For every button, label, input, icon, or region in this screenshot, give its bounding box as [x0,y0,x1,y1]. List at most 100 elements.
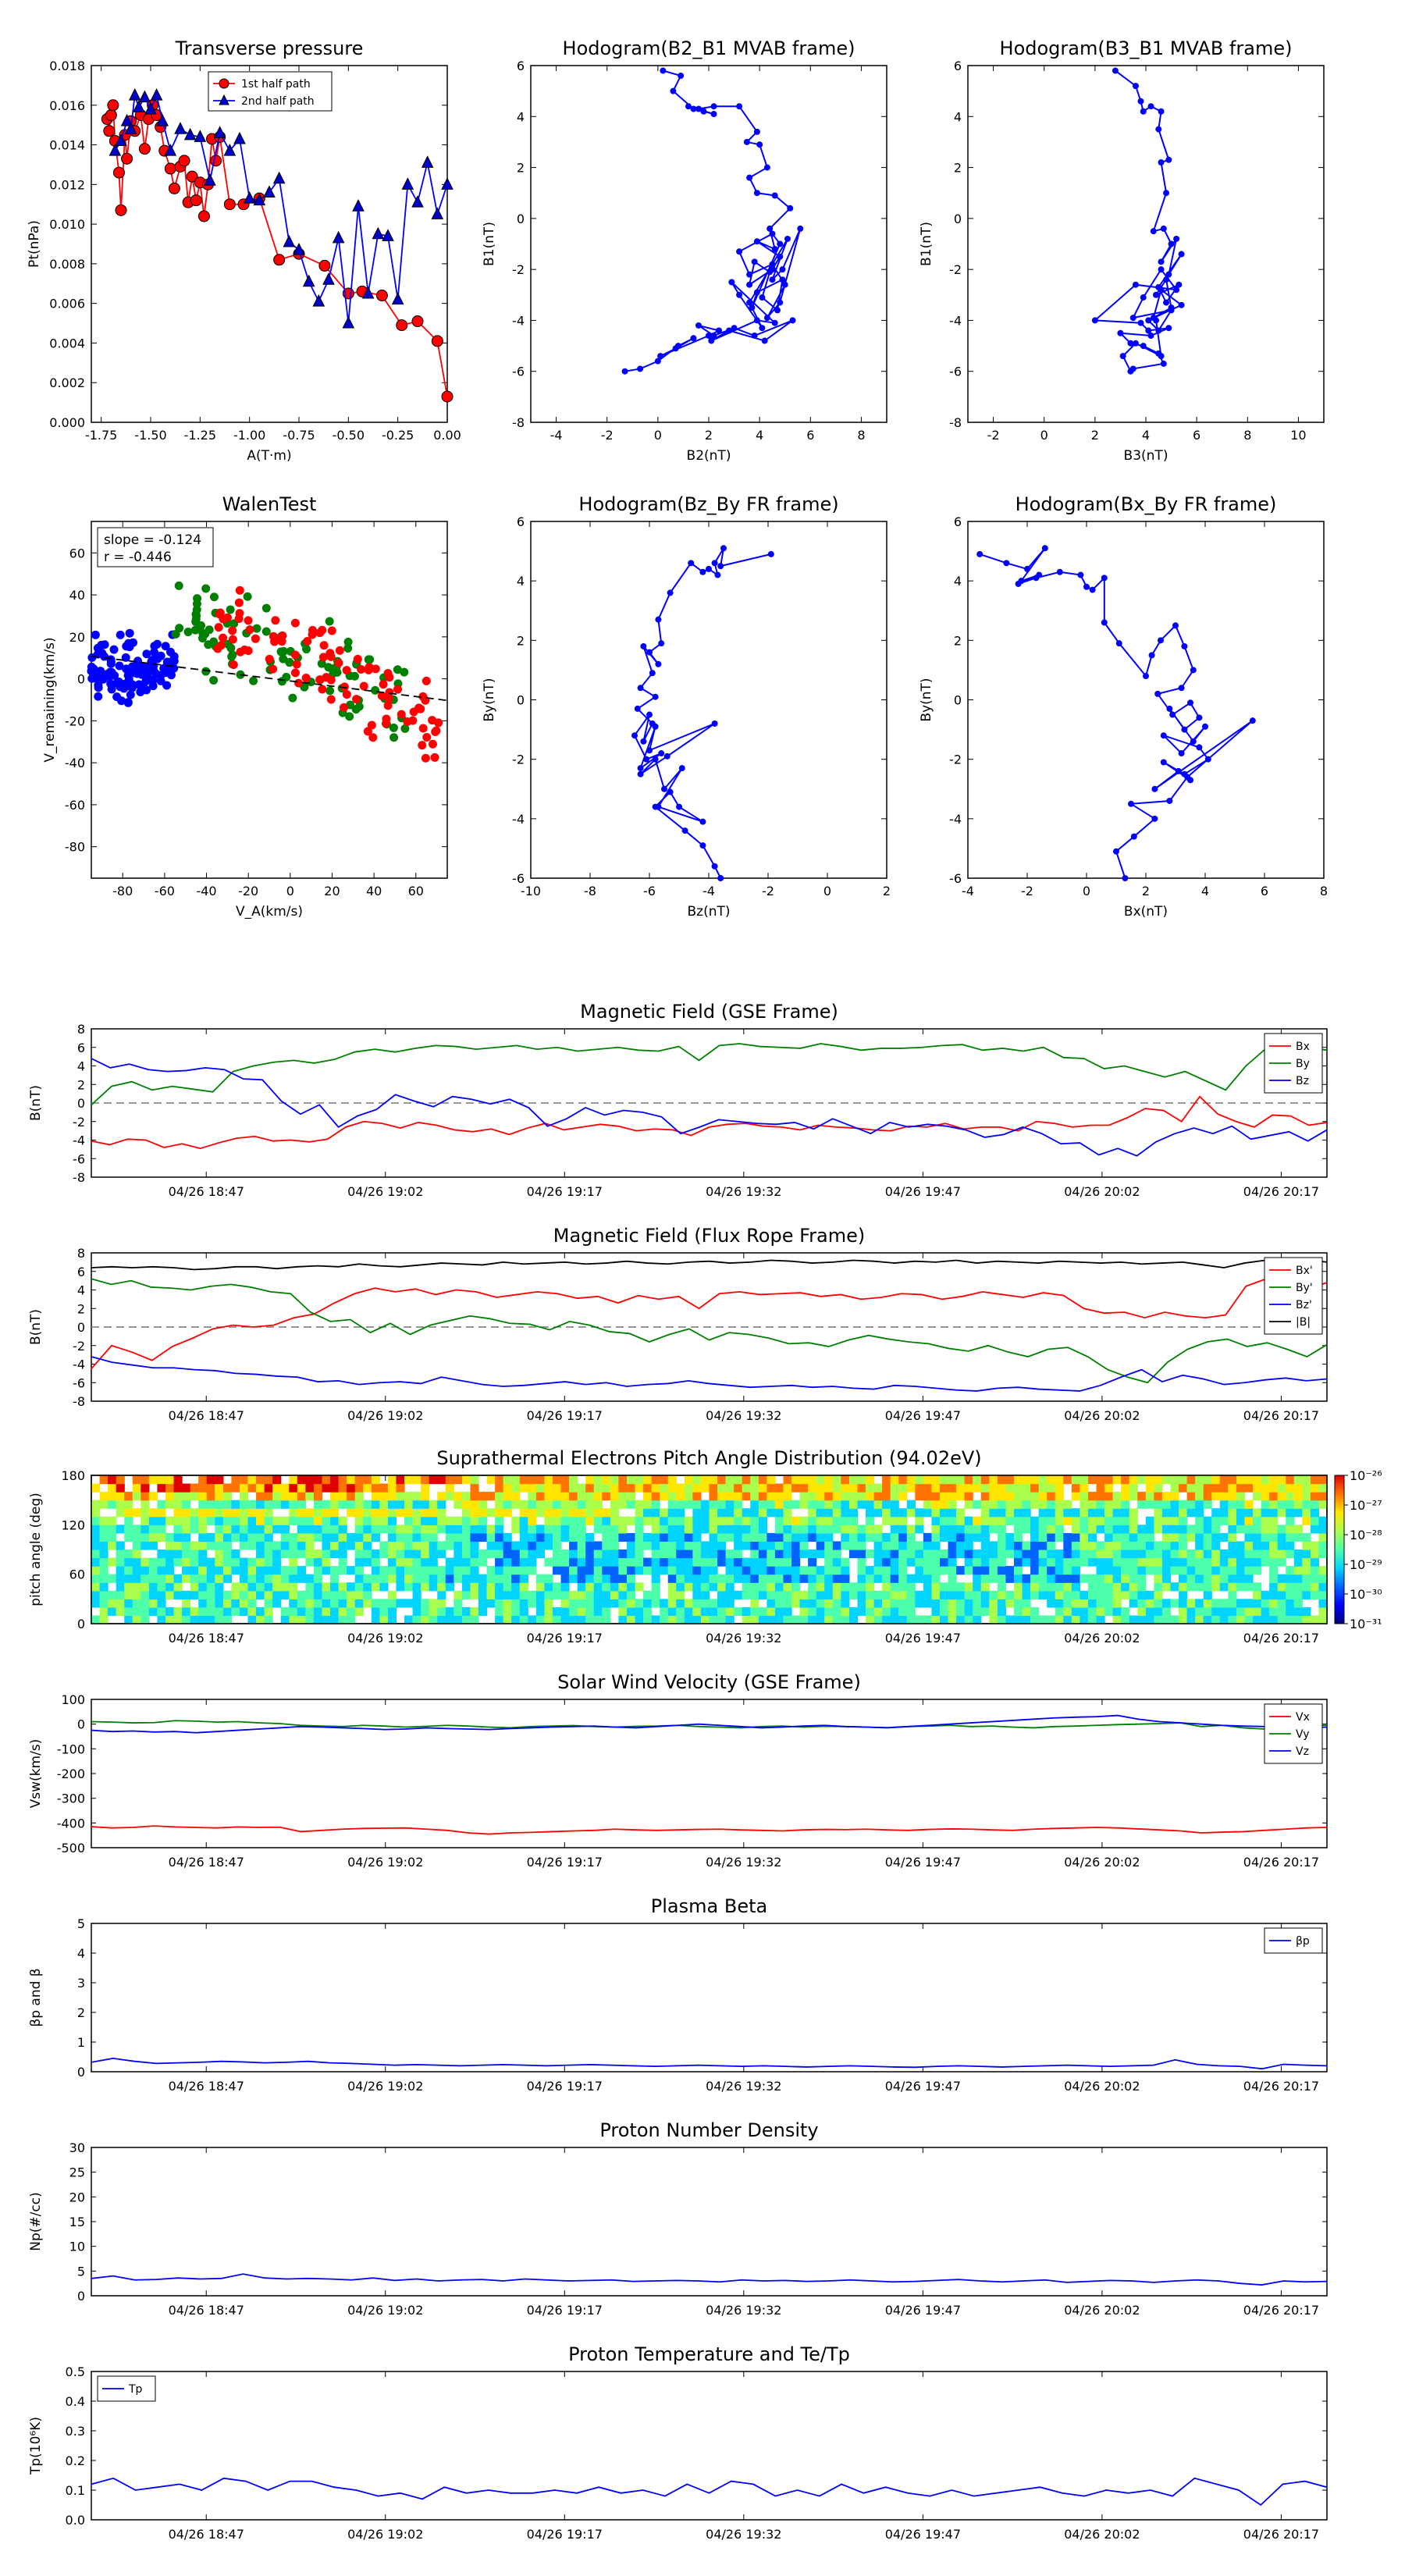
heatmap-cell [1137,1541,1147,1550]
hodogram-point [767,269,774,276]
hodogram-point [655,660,662,667]
heatmap-cell [519,1508,528,1517]
heatmap-cell [948,1574,957,1583]
heatmap-cell [783,1541,792,1550]
heatmap-cell [857,1532,866,1542]
heatmap-cell [1195,1557,1204,1567]
heatmap-cell [1161,1516,1172,1525]
x-tick-label: 4 [1201,884,1209,898]
heatmap-cell [692,1550,702,1559]
heatmap-cell [1261,1541,1270,1550]
heatmap-cell [692,1492,702,1501]
heatmap-cell [1244,1516,1254,1525]
walen-point [234,598,244,607]
series-line-By [91,1043,1328,1106]
heatmap-cell [535,1615,546,1624]
heatmap-cell [313,1492,323,1501]
series-line-Vy [91,1720,1327,1730]
heatmap-cell [1055,1483,1064,1493]
heatmap-cell [470,1492,479,1501]
heatmap-cell [173,1582,183,1592]
x-tick-label: 8 [1243,428,1251,443]
heatmap-cell [198,1475,208,1485]
heatmap-cell [841,1541,850,1550]
time-tick-label: 04/26 18:47 [169,2527,244,2542]
time-tick-label: 04/26 19:17 [527,2303,603,2318]
heatmap-cell [544,1557,553,1567]
x-tick-label: -2 [762,884,774,898]
heatmap-cell [824,1508,834,1517]
heatmap-cell [857,1483,866,1493]
y-tick-label: -60 [65,798,85,813]
heatmap-cell [99,1541,108,1550]
heatmap-cell [182,1541,191,1550]
heatmap-cell [1161,1599,1172,1608]
heatmap-cell [667,1483,677,1493]
heatmap-cell [758,1590,767,1599]
heatmap-cell [461,1606,471,1617]
x-tick-label: 8 [857,428,865,443]
heatmap-cell [1286,1532,1295,1542]
heatmap-cell [215,1492,224,1501]
heatmap-cell [767,1508,776,1517]
heatmap-cell [1302,1606,1311,1617]
heatmap-cell [1047,1508,1056,1517]
heatmap-cell [1269,1582,1279,1592]
y-tick-label: 0.3 [66,2424,85,2439]
heatmap-cell [915,1574,924,1583]
hodogram-point [706,565,712,572]
walen-point [389,733,399,742]
heatmap-cell [709,1492,718,1501]
y-tick-label: 0 [517,212,525,226]
heatmap-cell [742,1492,751,1501]
heatmap-cell [1063,1557,1072,1567]
heatmap-cell [511,1557,521,1567]
heatmap-cell [264,1525,273,1534]
heatmap-cell [1129,1525,1138,1534]
heatmap-cell [1244,1508,1254,1517]
heatmap-cell [866,1566,875,1575]
heatmap-cell [1030,1566,1040,1575]
walen-point [422,733,432,742]
data-point [144,101,157,115]
hodogram-point [646,747,653,754]
heatmap-cell [618,1574,628,1583]
heatmap-cell [832,1582,841,1592]
heatmap-cell [725,1475,735,1485]
heatmap-cell [1195,1582,1204,1592]
heatmap-cell [1179,1615,1188,1624]
heatmap-cell [470,1615,479,1624]
heatmap-cell [980,1516,990,1525]
heatmap-cell [182,1574,191,1583]
walen-point [131,668,140,678]
heatmap-cell [956,1599,966,1608]
heatmap-cell [824,1483,834,1493]
heatmap-cell [437,1500,446,1509]
heatmap-cell [1013,1492,1023,1501]
heatmap-cell [421,1566,430,1575]
heatmap-cell [816,1508,825,1517]
heatmap-cell [528,1508,537,1517]
heatmap-cell [626,1606,636,1617]
heatmap-cell [750,1541,759,1550]
heatmap-cell [363,1500,372,1509]
heatmap-cell [560,1475,570,1485]
heatmap-cell [148,1475,158,1485]
heatmap-cell [989,1566,998,1575]
heatmap-cell [206,1475,215,1485]
heatmap-cell [560,1532,570,1542]
heatmap-cell [182,1500,191,1509]
heatmap-cell [511,1500,521,1509]
hodogram-point [1168,240,1175,247]
heatmap-cell [1145,1500,1154,1509]
heatmap-cell [700,1582,710,1592]
heatmap-cell [626,1492,636,1501]
heatmap-cell [643,1599,653,1608]
heatmap-cell [923,1574,933,1583]
x-tick-label: -0.25 [382,428,414,443]
heatmap-cell [495,1615,504,1624]
heatmap-cell [478,1590,488,1599]
hodogram-point [1129,315,1136,322]
heatmap-cell [124,1606,133,1617]
heatmap-cell [1236,1557,1246,1567]
